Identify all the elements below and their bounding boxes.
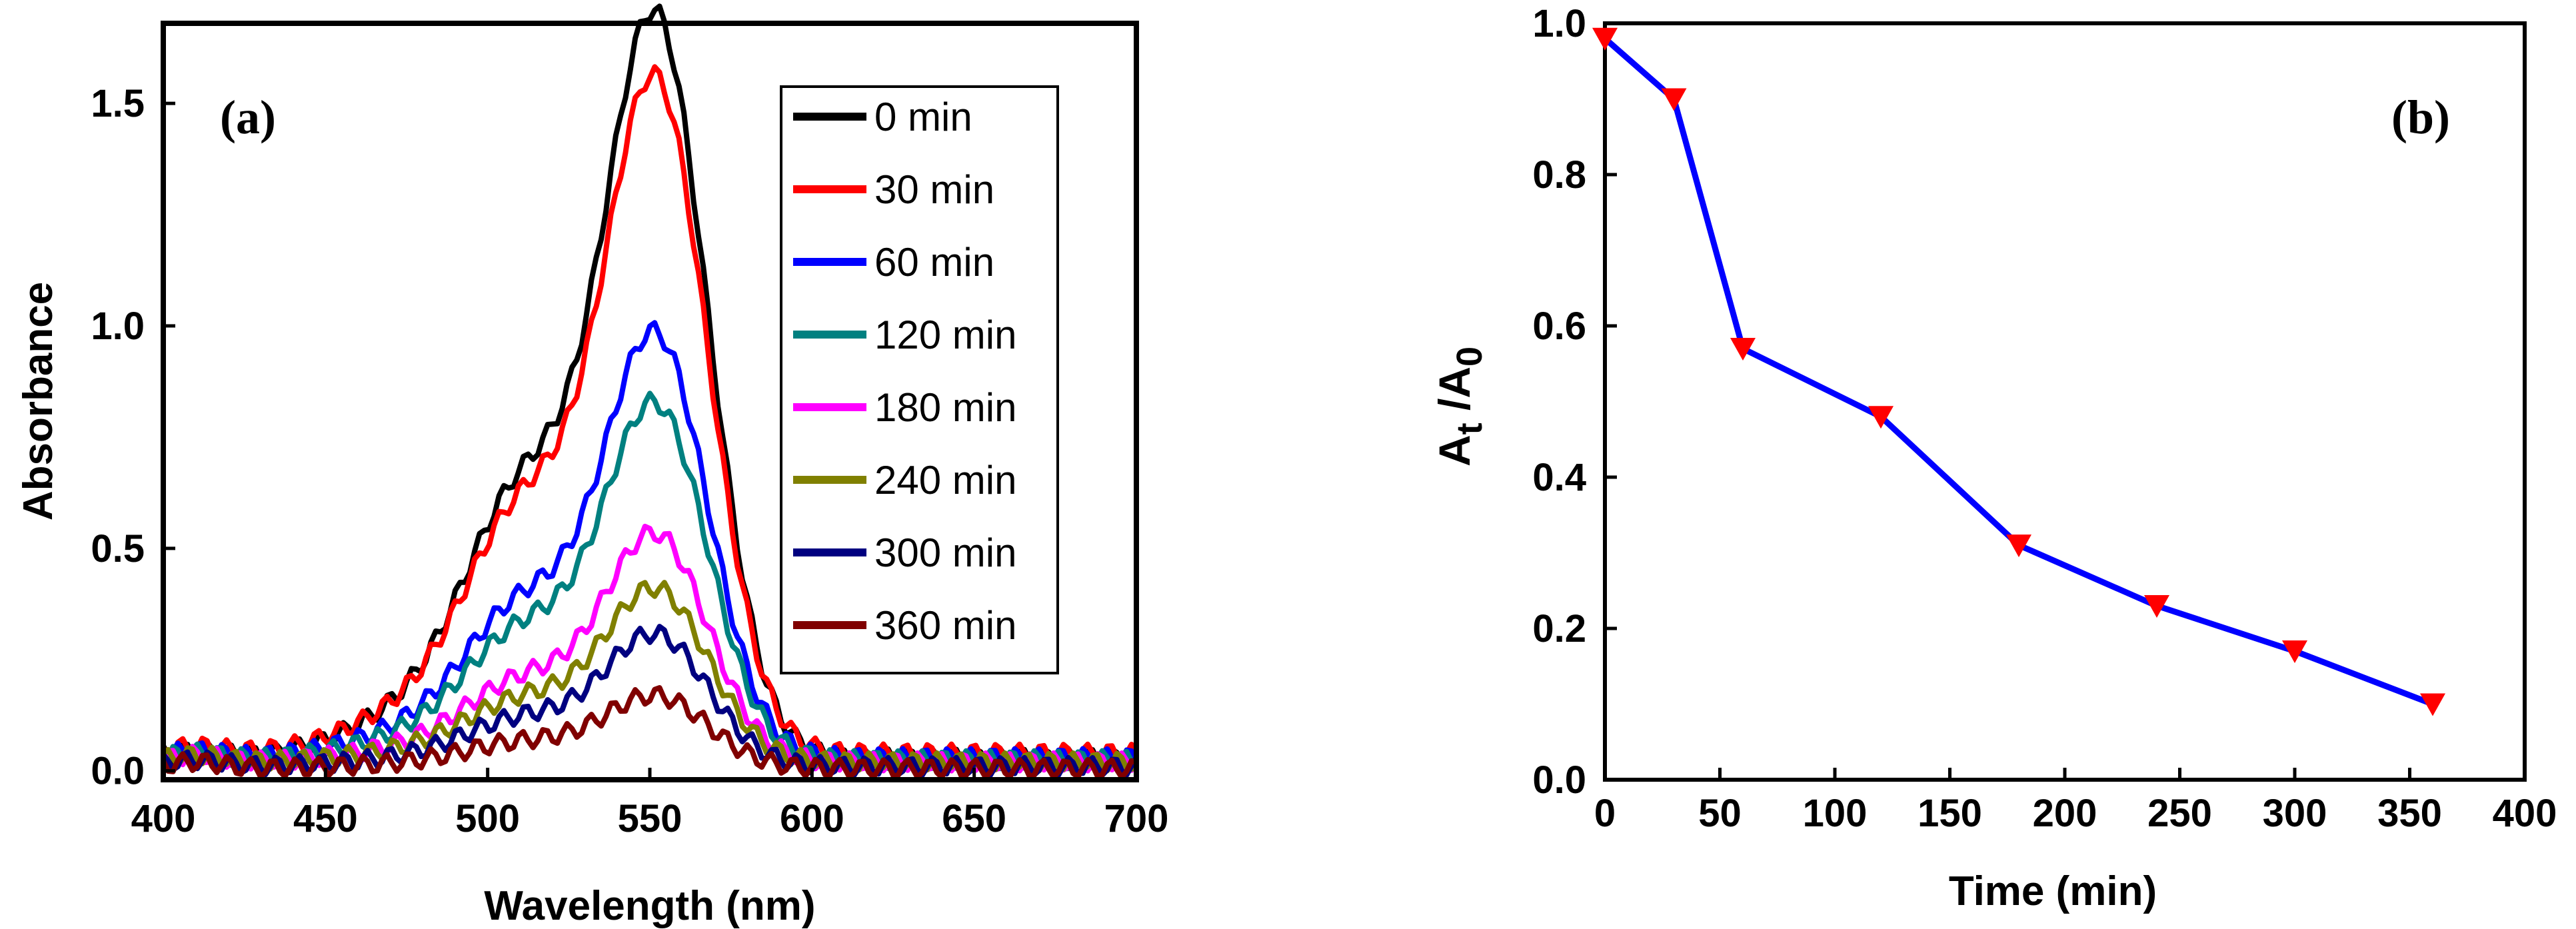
x-tick-label: 0 bbox=[1594, 792, 1616, 835]
y-tick-label: 0.5 bbox=[91, 527, 145, 570]
x-tick-label: 50 bbox=[1698, 792, 1742, 835]
y-label-a: A bbox=[1430, 435, 1479, 466]
x-tick-label: 450 bbox=[293, 797, 358, 840]
x-ticks-b: 0 50 100 150 200 250 300 350 400 bbox=[1594, 768, 2557, 835]
y-label-mid: /A bbox=[1430, 367, 1479, 423]
data-point-marker bbox=[2282, 640, 2307, 664]
data-point-marker bbox=[2144, 594, 2169, 618]
data-point-marker bbox=[1730, 338, 1756, 361]
panel-b: 0 50 100 150 200 250 300 350 400 0.0 0.2 0.4 0.6 0.8… bbox=[1430, 2, 2557, 914]
legend-label: 300 min bbox=[874, 530, 1016, 575]
y-tick-label: 0.0 bbox=[91, 750, 145, 793]
y-axis-label-a: Absorbance bbox=[15, 282, 61, 520]
data-point-marker bbox=[2420, 693, 2445, 716]
y-ticks-a: 0.0 0.5 1.0 1.5 bbox=[91, 82, 175, 793]
x-tick-label: 700 bbox=[1104, 797, 1169, 840]
legend-a: 0 min 30 min 60 min 120 min 180 min 240 min 30… bbox=[780, 85, 1059, 674]
x-tick-label: 550 bbox=[618, 797, 682, 840]
y-label-sub-0: 0 bbox=[1450, 347, 1490, 367]
x-tick-label: 300 bbox=[2263, 792, 2327, 835]
panel-label-a: (a) bbox=[220, 91, 276, 144]
legend-label: 360 min bbox=[874, 603, 1016, 648]
y-axis-label-b: At /A0 bbox=[1430, 347, 1490, 466]
x-tick-label: 200 bbox=[2033, 792, 2097, 835]
y-ticks-b: 0.0 0.2 0.4 0.6 0.8 1.0 bbox=[1532, 2, 1617, 802]
y-tick-label: 0.2 bbox=[1532, 607, 1586, 650]
x-tick-label: 350 bbox=[2377, 792, 2442, 835]
x-ticks-a: 400 450 500 550 600 650 700 bbox=[131, 768, 1169, 840]
x-tick-label: 650 bbox=[942, 797, 1006, 840]
x-axis-label-a: Wavelength (nm) bbox=[484, 883, 815, 929]
data-point-marker bbox=[1592, 27, 1618, 51]
y-tick-label: 1.0 bbox=[91, 305, 145, 348]
panel-a: 400 450 500 550 600 650 700 0.0 0.5 1.0 1.5 (a) W… bbox=[15, 3, 1169, 929]
y-tick-label: 0.4 bbox=[1532, 456, 1586, 499]
data-point-marker bbox=[1868, 406, 1894, 429]
legend-label: 240 min bbox=[874, 458, 1016, 502]
y-tick-label: 1.0 bbox=[1532, 2, 1586, 45]
legend-label: 120 min bbox=[874, 313, 1016, 357]
y-label-sub-t: t bbox=[1450, 423, 1490, 435]
legend-label: 30 min bbox=[874, 167, 994, 212]
y-tick-label: 0.6 bbox=[1532, 305, 1586, 348]
spectra-curves bbox=[161, 3, 1139, 780]
legend-label: 0 min bbox=[874, 95, 972, 139]
x-tick-label: 100 bbox=[1803, 792, 1868, 835]
x-tick-label: 400 bbox=[131, 797, 196, 840]
x-tick-label: 500 bbox=[455, 797, 520, 840]
y-tick-label: 0.8 bbox=[1532, 153, 1586, 197]
plot-frame-b bbox=[1603, 21, 2527, 782]
x-tick-label: 400 bbox=[2493, 792, 2557, 835]
y-tick-label: 1.5 bbox=[91, 82, 145, 125]
x-tick-label: 250 bbox=[2147, 792, 2212, 835]
y-tick-label: 0.0 bbox=[1532, 758, 1586, 802]
legend-label: 60 min bbox=[874, 240, 994, 285]
spectrum-30-min bbox=[161, 64, 1138, 765]
panel-label-b: (b) bbox=[2391, 91, 2450, 144]
legend-label: 180 min bbox=[874, 385, 1016, 430]
legend-entries: 0 min 30 min 60 min 120 min 180 min 240 min 30… bbox=[793, 95, 1016, 648]
x-axis-label-b: Time (min) bbox=[1949, 868, 2157, 914]
x-tick-label: 150 bbox=[1918, 792, 1982, 835]
decay-series bbox=[1592, 27, 2445, 716]
legend-box bbox=[780, 85, 1059, 674]
data-point-marker bbox=[2006, 534, 2031, 558]
data-point-marker bbox=[1661, 88, 1687, 111]
decay-line bbox=[1603, 36, 2434, 707]
x-tick-label: 600 bbox=[780, 797, 844, 840]
